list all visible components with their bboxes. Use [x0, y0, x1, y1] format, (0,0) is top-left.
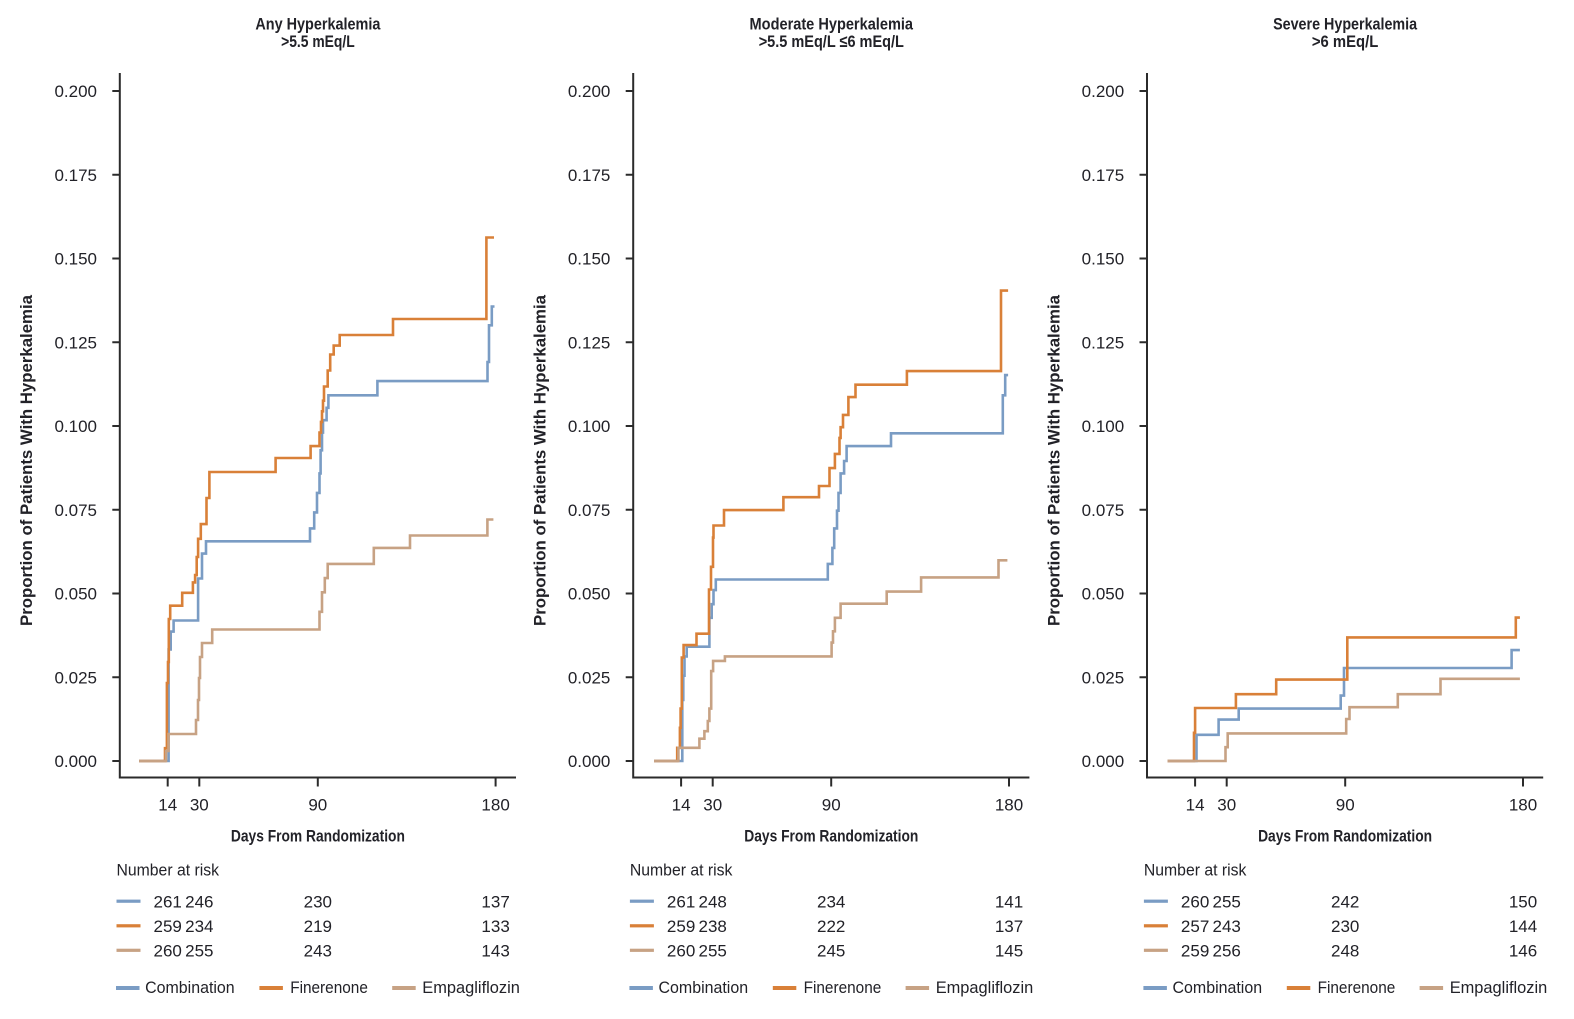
svg-text:230: 230 [1331, 917, 1359, 936]
svg-text:Combination: Combination [1173, 978, 1263, 997]
svg-text:248: 248 [1331, 942, 1359, 961]
svg-text:Proportion of Patients With Hy: Proportion of Patients With Hyperkalemia [17, 294, 36, 626]
svg-text:Empagliflozin: Empagliflozin [936, 978, 1034, 997]
svg-text:234: 234 [185, 917, 213, 936]
svg-text:0.000: 0.000 [1082, 752, 1125, 771]
svg-text:257: 257 [1181, 917, 1209, 936]
svg-text:0.150: 0.150 [568, 250, 611, 269]
svg-text:0.175: 0.175 [1082, 166, 1125, 185]
svg-text:246: 246 [185, 892, 213, 911]
svg-text:242: 242 [1331, 892, 1359, 911]
svg-text:259: 259 [1181, 942, 1209, 961]
svg-text:>5.5 mEq/L ≤6 mEq/L: >5.5 mEq/L ≤6 mEq/L [759, 32, 904, 51]
svg-text:0.175: 0.175 [54, 166, 97, 185]
svg-text:90: 90 [822, 795, 841, 814]
svg-text:146: 146 [1509, 942, 1537, 961]
svg-text:Any Hyperkalemia: Any Hyperkalemia [255, 15, 380, 34]
svg-text:0.125: 0.125 [1082, 333, 1125, 352]
svg-text:0.075: 0.075 [1082, 501, 1125, 520]
svg-text:0.025: 0.025 [568, 668, 611, 687]
svg-text:Finerenone: Finerenone [290, 978, 368, 997]
svg-text:234: 234 [817, 892, 845, 911]
svg-text:0.175: 0.175 [568, 166, 611, 185]
svg-text:Finerenone: Finerenone [1318, 978, 1396, 997]
svg-text:219: 219 [304, 917, 332, 936]
svg-text:Days From Randomization: Days From Randomization [1258, 827, 1432, 846]
svg-text:Combination: Combination [145, 978, 235, 997]
svg-text:30: 30 [703, 795, 722, 814]
svg-text:90: 90 [308, 795, 327, 814]
svg-text:Empagliflozin: Empagliflozin [1450, 978, 1548, 997]
svg-text:30: 30 [190, 795, 209, 814]
svg-text:141: 141 [995, 892, 1023, 911]
svg-text:Empagliflozin: Empagliflozin [422, 978, 520, 997]
svg-text:0.050: 0.050 [54, 585, 97, 604]
svg-text:>6 mEq/L: >6 mEq/L [1312, 32, 1378, 51]
svg-text:0.125: 0.125 [568, 333, 611, 352]
svg-text:255: 255 [1213, 892, 1241, 911]
svg-text:243: 243 [304, 942, 332, 961]
svg-text:180: 180 [1509, 795, 1537, 814]
svg-text:0.050: 0.050 [568, 585, 611, 604]
svg-text:248: 248 [699, 892, 727, 911]
svg-text:Combination: Combination [659, 978, 749, 997]
svg-text:0.200: 0.200 [568, 82, 611, 101]
svg-text:222: 222 [817, 917, 845, 936]
svg-text:0.075: 0.075 [54, 501, 97, 520]
svg-text:0.025: 0.025 [1082, 668, 1125, 687]
svg-text:259: 259 [154, 917, 182, 936]
svg-text:260: 260 [154, 942, 182, 961]
svg-text:0.125: 0.125 [54, 333, 97, 352]
svg-text:261: 261 [154, 892, 182, 911]
svg-text:14: 14 [672, 795, 691, 814]
svg-text:Proportion of Patients With Hy: Proportion of Patients With Hyperkalemia [530, 294, 549, 626]
svg-text:145: 145 [995, 942, 1023, 961]
svg-text:150: 150 [1509, 892, 1537, 911]
svg-text:0.050: 0.050 [1082, 585, 1125, 604]
svg-text:Severe Hyperkalemia: Severe Hyperkalemia [1273, 15, 1417, 34]
svg-text:243: 243 [1213, 917, 1241, 936]
svg-text:230: 230 [304, 892, 332, 911]
svg-text:259: 259 [667, 917, 695, 936]
svg-text:255: 255 [185, 942, 213, 961]
svg-text:256: 256 [1213, 942, 1241, 961]
svg-text:0.150: 0.150 [1082, 250, 1125, 269]
svg-text:Number at risk: Number at risk [117, 861, 220, 880]
svg-text:0.025: 0.025 [54, 668, 97, 687]
svg-text:137: 137 [995, 917, 1023, 936]
svg-text:Days From Randomization: Days From Randomization [231, 827, 405, 846]
svg-text:0.000: 0.000 [568, 752, 611, 771]
svg-text:Proportion of Patients With Hy: Proportion of Patients With Hyperkalemia [1044, 294, 1063, 626]
svg-text:Moderate Hyperkalemia: Moderate Hyperkalemia [750, 15, 914, 34]
svg-text:0.100: 0.100 [568, 417, 611, 436]
svg-text:133: 133 [481, 917, 509, 936]
svg-text:0.100: 0.100 [1082, 417, 1125, 436]
svg-text:14: 14 [1186, 795, 1205, 814]
svg-text:261: 261 [667, 892, 695, 911]
svg-text:144: 144 [1509, 917, 1537, 936]
svg-text:Number at risk: Number at risk [630, 861, 733, 880]
svg-text:137: 137 [481, 892, 509, 911]
svg-text:0.000: 0.000 [54, 752, 97, 771]
svg-text:238: 238 [699, 917, 727, 936]
svg-text:0.100: 0.100 [54, 417, 97, 436]
svg-text:180: 180 [481, 795, 509, 814]
svg-text:Days From Randomization: Days From Randomization [744, 827, 918, 846]
svg-text:30: 30 [1217, 795, 1236, 814]
svg-text:Number at risk: Number at risk [1144, 861, 1247, 880]
svg-text:0.200: 0.200 [54, 82, 97, 101]
svg-text:260: 260 [1181, 892, 1209, 911]
svg-text:14: 14 [158, 795, 177, 814]
svg-text:255: 255 [699, 942, 727, 961]
svg-text:>5.5 mEq/L: >5.5 mEq/L [281, 32, 355, 51]
svg-text:90: 90 [1336, 795, 1355, 814]
svg-text:0.150: 0.150 [54, 250, 97, 269]
svg-text:245: 245 [817, 942, 845, 961]
svg-text:0.200: 0.200 [1082, 82, 1125, 101]
svg-text:143: 143 [481, 942, 509, 961]
svg-text:Finerenone: Finerenone [804, 978, 882, 997]
svg-text:0.075: 0.075 [568, 501, 611, 520]
svg-text:180: 180 [995, 795, 1023, 814]
svg-text:260: 260 [667, 942, 695, 961]
